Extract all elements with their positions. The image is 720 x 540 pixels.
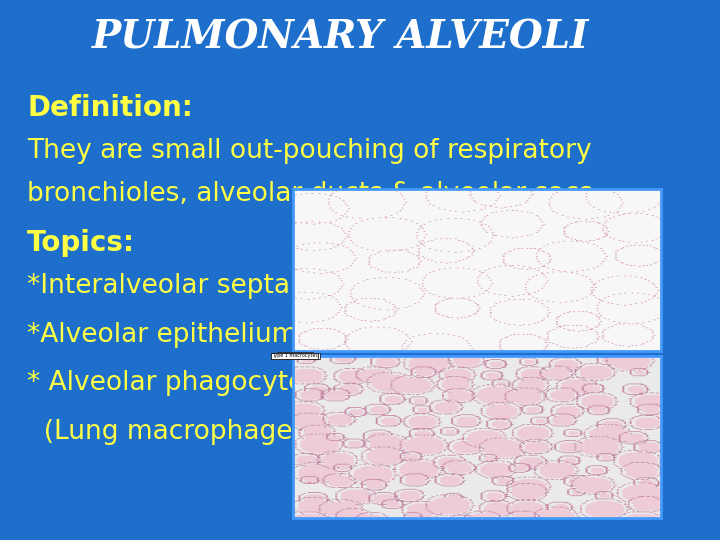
Text: *Alveolar epithelium.: *Alveolar epithelium. [27,322,306,348]
Text: (Lung macrophages).: (Lung macrophages). [27,419,325,445]
Text: Definition:: Definition: [27,94,193,122]
Text: Topics:: Topics: [27,229,135,257]
Text: They are small out-pouching of respiratory: They are small out-pouching of respirato… [27,138,592,164]
Text: bronchioles, alveolar ducts & alveolar sacs.: bronchioles, alveolar ducts & alveolar s… [27,181,601,207]
Text: *Interalveolar septa.: *Interalveolar septa. [27,273,299,299]
Text: PULMONARY ALVEOLI: PULMONARY ALVEOLI [92,19,590,57]
Text: * Alveolar phagocytes: * Alveolar phagocytes [27,370,318,396]
